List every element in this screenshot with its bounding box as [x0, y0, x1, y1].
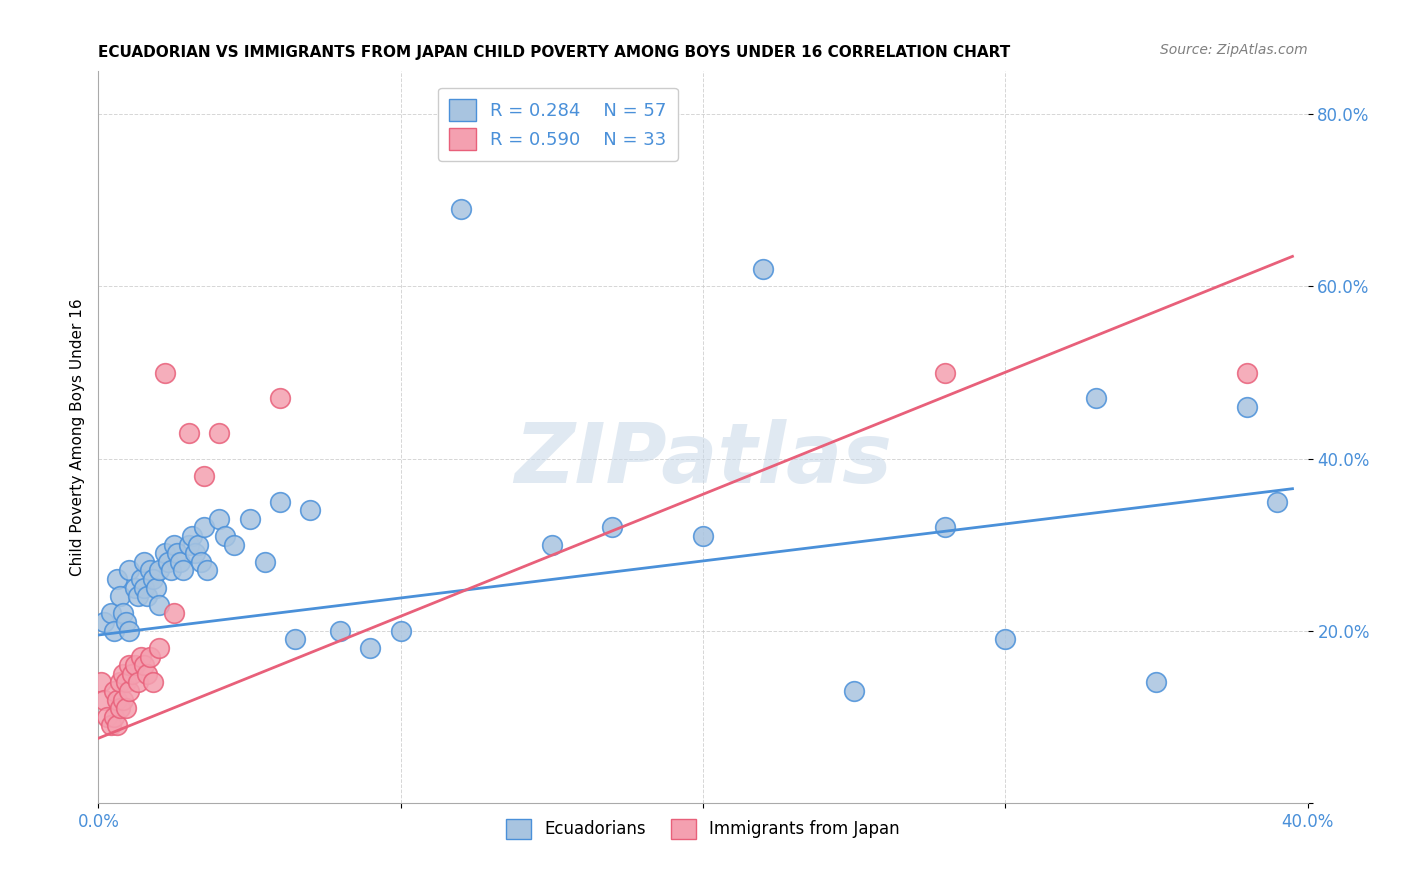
Text: ZIPatlas: ZIPatlas — [515, 418, 891, 500]
Point — [124, 581, 146, 595]
Point — [148, 564, 170, 578]
Point — [118, 684, 141, 698]
Text: ECUADORIAN VS IMMIGRANTS FROM JAPAN CHILD POVERTY AMONG BOYS UNDER 16 CORRELATIO: ECUADORIAN VS IMMIGRANTS FROM JAPAN CHIL… — [98, 45, 1011, 61]
Point — [172, 564, 194, 578]
Point — [114, 615, 136, 629]
Point — [224, 538, 246, 552]
Point — [105, 718, 128, 732]
Point — [105, 692, 128, 706]
Point — [114, 701, 136, 715]
Point — [329, 624, 352, 638]
Point — [184, 546, 207, 560]
Point — [179, 538, 201, 552]
Point — [118, 624, 141, 638]
Point — [111, 607, 134, 621]
Point — [132, 555, 155, 569]
Point — [752, 262, 775, 277]
Point — [160, 564, 183, 578]
Point — [156, 555, 179, 569]
Point — [114, 675, 136, 690]
Point — [127, 675, 149, 690]
Point — [190, 555, 212, 569]
Point — [96, 710, 118, 724]
Point — [111, 666, 134, 681]
Point — [1085, 392, 1108, 406]
Point — [1236, 400, 1258, 414]
Point — [103, 710, 125, 724]
Point — [179, 425, 201, 440]
Point — [100, 718, 122, 732]
Text: Source: ZipAtlas.com: Source: ZipAtlas.com — [1160, 43, 1308, 57]
Point — [135, 589, 157, 603]
Point — [93, 615, 115, 629]
Point — [166, 546, 188, 560]
Point — [129, 572, 152, 586]
Point — [692, 529, 714, 543]
Point — [269, 494, 291, 508]
Point — [145, 581, 167, 595]
Point — [103, 684, 125, 698]
Point — [153, 546, 176, 560]
Point — [103, 624, 125, 638]
Point — [269, 392, 291, 406]
Point — [193, 468, 215, 483]
Point — [253, 555, 276, 569]
Point — [90, 675, 112, 690]
Point — [135, 666, 157, 681]
Point — [360, 640, 382, 655]
Point — [142, 675, 165, 690]
Point — [934, 366, 956, 380]
Point — [132, 658, 155, 673]
Legend: Ecuadorians, Immigrants from Japan: Ecuadorians, Immigrants from Japan — [499, 812, 907, 846]
Point — [239, 512, 262, 526]
Point — [208, 512, 231, 526]
Point — [602, 520, 624, 534]
Point — [118, 658, 141, 673]
Point — [105, 572, 128, 586]
Point — [153, 366, 176, 380]
Point — [108, 675, 131, 690]
Point — [127, 589, 149, 603]
Point — [121, 666, 143, 681]
Point — [187, 538, 209, 552]
Point — [540, 538, 562, 552]
Point — [129, 649, 152, 664]
Point — [139, 649, 162, 664]
Point — [934, 520, 956, 534]
Point — [844, 684, 866, 698]
Point — [994, 632, 1017, 647]
Point — [108, 701, 131, 715]
Point — [214, 529, 236, 543]
Point — [195, 564, 218, 578]
Point — [118, 564, 141, 578]
Point — [1144, 675, 1167, 690]
Point — [163, 607, 186, 621]
Point — [169, 555, 191, 569]
Point — [284, 632, 307, 647]
Point — [450, 202, 472, 216]
Point — [181, 529, 204, 543]
Point — [1267, 494, 1289, 508]
Point — [148, 640, 170, 655]
Point — [100, 607, 122, 621]
Point — [108, 589, 131, 603]
Point — [111, 692, 134, 706]
Point — [163, 538, 186, 552]
Point — [148, 598, 170, 612]
Point — [132, 581, 155, 595]
Point — [124, 658, 146, 673]
Point — [139, 564, 162, 578]
Point — [142, 572, 165, 586]
Point — [208, 425, 231, 440]
Point — [299, 503, 322, 517]
Point — [93, 692, 115, 706]
Y-axis label: Child Poverty Among Boys Under 16: Child Poverty Among Boys Under 16 — [69, 298, 84, 576]
Point — [193, 520, 215, 534]
Point — [1236, 366, 1258, 380]
Point — [389, 624, 412, 638]
